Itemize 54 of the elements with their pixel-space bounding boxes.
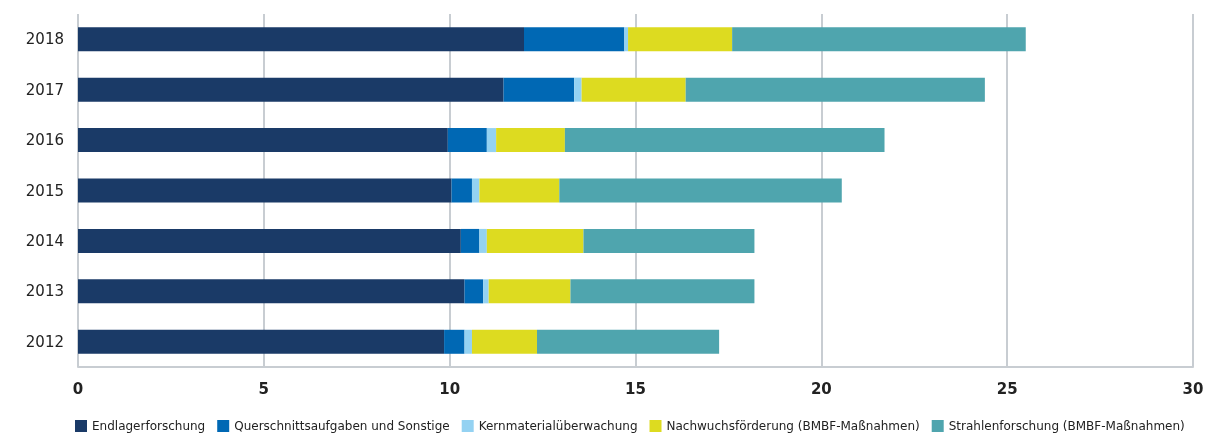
bar	[78, 178, 452, 203]
bar	[471, 178, 480, 203]
bar	[486, 228, 584, 253]
x-tick-label: 25	[996, 379, 1018, 398]
bar	[78, 128, 448, 153]
bar	[581, 77, 686, 102]
bar	[479, 178, 560, 203]
bar	[496, 128, 565, 153]
bar	[447, 128, 487, 153]
x-tick-label: 0	[72, 379, 84, 398]
y-tick-label: 2012	[25, 332, 64, 351]
x-tick-label: 30	[1182, 379, 1204, 398]
bar	[537, 329, 720, 354]
legend-label: Kernmaterialüberwachung	[478, 419, 638, 433]
bar	[471, 329, 538, 354]
bar	[574, 77, 582, 102]
bar	[628, 27, 733, 52]
x-tick-label: 15	[625, 379, 646, 398]
bar	[486, 128, 497, 153]
y-tick-label: 2014	[25, 231, 64, 250]
y-tick-label: 2017	[25, 80, 64, 99]
x-tick-label: 10	[439, 379, 461, 398]
y-tick-label: 2015	[25, 181, 64, 200]
bar	[78, 27, 524, 52]
bar	[460, 228, 480, 253]
legend-label: Nachwuchsförderung (BMBF-Maßnahmen)	[666, 419, 920, 433]
bar	[488, 279, 571, 304]
bar	[451, 178, 472, 203]
bar	[483, 279, 489, 304]
bar	[464, 329, 472, 354]
bar	[78, 77, 504, 102]
bar	[464, 279, 484, 304]
bar	[444, 329, 465, 354]
bar	[503, 77, 575, 102]
x-tick-label: 20	[810, 379, 832, 398]
bar	[479, 228, 487, 253]
bar	[583, 228, 755, 253]
bar	[564, 128, 885, 153]
bar	[524, 27, 625, 52]
legend-label: Querschnittsaufgaben und Sonstige	[234, 419, 450, 433]
y-tick-label: 2013	[25, 282, 64, 301]
legend-label: Endlagerforschung	[92, 419, 206, 433]
bar	[78, 228, 461, 253]
bar	[570, 279, 755, 304]
bar	[559, 178, 842, 203]
bar	[732, 27, 1026, 52]
x-tick-label: 5	[258, 379, 270, 398]
y-tick-label: 2018	[25, 30, 64, 49]
y-tick-label: 2016	[25, 131, 64, 150]
bar	[78, 279, 465, 304]
bar	[685, 77, 985, 102]
bar	[624, 27, 629, 52]
bar	[78, 329, 445, 354]
legend-label: Strahlenforschung (BMBF-Maßnahmen)	[948, 419, 1185, 433]
